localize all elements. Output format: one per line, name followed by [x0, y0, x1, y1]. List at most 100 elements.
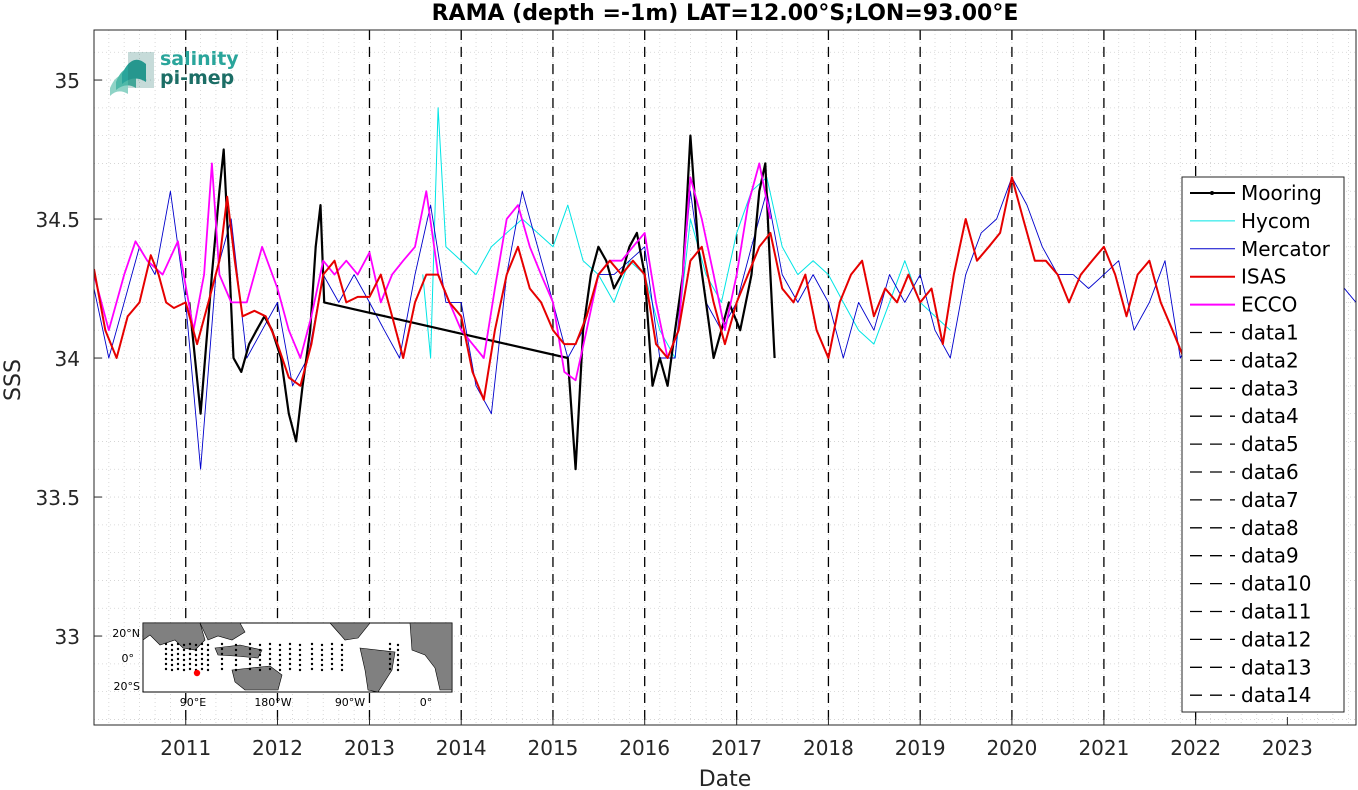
buoy-dot: [258, 668, 262, 672]
buoy-dot: [182, 648, 186, 652]
buoy-dot: [278, 658, 282, 662]
x-tick-label: 2019: [895, 736, 946, 760]
buoy-dot: [310, 667, 314, 671]
buoy-dot: [188, 662, 192, 666]
series-line-mooring: [188, 134, 776, 471]
buoy-dot: [330, 667, 334, 671]
buoy-dot: [248, 652, 252, 656]
buoy-dot: [220, 647, 224, 651]
buoy-dot: [310, 652, 314, 656]
buoy-dot: [182, 653, 186, 657]
buoy-dot: [396, 653, 400, 657]
buoy-dot: [278, 668, 282, 672]
buoy-dots: [164, 642, 400, 672]
buoy-dot: [164, 647, 168, 651]
buoy-dot: [340, 658, 344, 662]
buoy-dot: [248, 662, 252, 666]
buoy-dot: [278, 663, 282, 667]
buoy-dot: [268, 657, 272, 661]
buoy-dot: [176, 657, 180, 661]
x-tick-label: 2012: [252, 736, 303, 760]
buoy-dot: [234, 668, 238, 672]
series-group: [94, 107, 1356, 471]
buoy-dot: [234, 648, 238, 652]
buoy-dot: [220, 667, 224, 671]
legend-label-data11: data11: [1241, 600, 1312, 624]
x-tick-label: 2017: [711, 736, 762, 760]
x-tick-label: 2022: [1170, 736, 1221, 760]
buoy-dot: [330, 652, 334, 656]
buoy-dot: [298, 668, 302, 672]
x-tick-label: 2014: [436, 736, 487, 760]
buoy-dot: [396, 668, 400, 672]
reference-lines: [185, 30, 1197, 725]
buoy-dot: [320, 653, 324, 657]
buoy-dot: [170, 668, 174, 672]
buoy-dot: [188, 642, 192, 646]
buoy-dot: [396, 643, 400, 647]
buoy-dot: [310, 647, 314, 651]
legend-label-data7: data7: [1241, 488, 1299, 512]
buoy-dot: [170, 643, 174, 647]
buoy-dot: [248, 667, 252, 671]
buoy-dot: [194, 643, 198, 647]
buoy-dot: [330, 657, 334, 661]
map-lon-label-0: 0°: [420, 696, 433, 709]
x-tick-label: 2023: [1262, 736, 1313, 760]
buoy-dot: [176, 662, 180, 666]
buoy-dot: [310, 642, 314, 646]
x-tick-label: 2020: [986, 736, 1037, 760]
buoy-dot: [258, 653, 262, 657]
buoy-dot: [164, 642, 168, 646]
buoy-dot: [388, 667, 392, 671]
chart-title: RAMA (depth =-1m) LAT=12.00°S;LON=93.00°…: [432, 1, 1019, 26]
y-tick-label: 33: [55, 625, 80, 649]
legend-label-data8: data8: [1241, 516, 1299, 540]
y-axis-label: SSS: [1, 359, 26, 401]
legend-label-data13: data13: [1241, 655, 1312, 679]
map-lon-label-90e: 90°E: [180, 696, 206, 709]
logo-waves-icon: [110, 52, 154, 96]
buoy-dot: [258, 648, 262, 652]
buoy-dot: [220, 657, 224, 661]
buoy-dot: [176, 647, 180, 651]
buoy-dot: [170, 658, 174, 662]
buoy-dot: [206, 653, 210, 657]
buoy-dot: [298, 658, 302, 662]
x-tick-label: 2015: [528, 736, 579, 760]
buoy-dot: [164, 662, 168, 666]
buoy-dot: [396, 658, 400, 662]
buoy-dot: [188, 657, 192, 661]
legend-label-mercator: Mercator: [1241, 237, 1331, 261]
buoy-dot: [194, 648, 198, 652]
buoy-dot: [258, 658, 262, 662]
buoy-dot: [340, 663, 344, 667]
buoy-dot: [288, 642, 292, 646]
x-tick-label: 2013: [344, 736, 395, 760]
buoy-dot: [188, 667, 192, 671]
buoy-dot: [268, 642, 272, 646]
buoy-dot: [268, 662, 272, 666]
legend-label-data10: data10: [1241, 572, 1312, 596]
buoy-dot: [278, 648, 282, 652]
buoy-dot: [388, 652, 392, 656]
buoy-dot: [188, 647, 192, 651]
buoy-dot: [200, 652, 204, 656]
land-shapes: [142, 622, 453, 693]
legend-label-isas: ISAS: [1241, 265, 1286, 289]
buoy-dot: [170, 653, 174, 657]
buoy-dot: [298, 648, 302, 652]
buoy-dot: [206, 643, 210, 647]
buoy-dot: [200, 647, 204, 651]
buoy-dot: [288, 667, 292, 671]
buoy-dot: [320, 658, 324, 662]
buoy-dot: [194, 653, 198, 657]
selected-location-marker: [193, 669, 201, 677]
buoy-dot: [248, 647, 252, 651]
buoy-dot: [330, 647, 334, 651]
buoy-dot: [248, 642, 252, 646]
buoy-dot: [288, 657, 292, 661]
buoy-dot: [388, 642, 392, 646]
buoy-dot: [206, 663, 210, 667]
buoy-dot: [268, 667, 272, 671]
